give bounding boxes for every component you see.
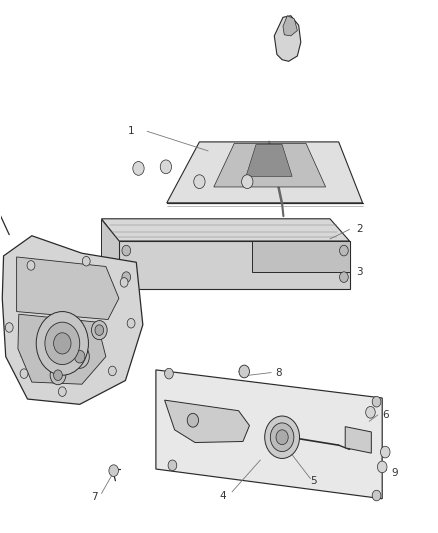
- Circle shape: [160, 160, 172, 174]
- Circle shape: [20, 369, 28, 378]
- Circle shape: [58, 387, 66, 397]
- Circle shape: [5, 322, 13, 332]
- Text: 9: 9: [391, 469, 398, 478]
- Polygon shape: [156, 370, 382, 499]
- Circle shape: [381, 446, 390, 458]
- Circle shape: [122, 245, 131, 256]
- Polygon shape: [345, 426, 371, 453]
- Circle shape: [372, 397, 381, 407]
- Circle shape: [53, 370, 62, 381]
- Polygon shape: [252, 241, 350, 272]
- Circle shape: [50, 366, 66, 385]
- Circle shape: [242, 175, 253, 189]
- Text: 2: 2: [356, 224, 363, 235]
- Circle shape: [265, 416, 300, 458]
- Circle shape: [70, 345, 89, 368]
- Circle shape: [133, 161, 144, 175]
- Polygon shape: [167, 142, 363, 203]
- Circle shape: [168, 460, 177, 471]
- Circle shape: [378, 461, 387, 473]
- Circle shape: [127, 318, 135, 328]
- Text: 5: 5: [311, 477, 317, 486]
- Circle shape: [165, 368, 173, 379]
- Text: 6: 6: [382, 410, 389, 420]
- Circle shape: [194, 175, 205, 189]
- Circle shape: [53, 333, 71, 354]
- Text: 7: 7: [91, 492, 97, 502]
- Text: 3: 3: [356, 267, 363, 277]
- Polygon shape: [165, 400, 250, 442]
- Circle shape: [239, 365, 250, 378]
- Circle shape: [109, 366, 116, 376]
- Polygon shape: [119, 241, 350, 289]
- Circle shape: [92, 320, 107, 340]
- Text: 8: 8: [276, 368, 282, 377]
- Polygon shape: [246, 144, 292, 176]
- Polygon shape: [2, 236, 143, 405]
- Circle shape: [276, 430, 288, 445]
- Circle shape: [45, 322, 80, 365]
- Circle shape: [122, 272, 131, 282]
- Circle shape: [82, 256, 90, 266]
- Circle shape: [109, 465, 118, 477]
- Circle shape: [27, 261, 35, 270]
- Circle shape: [270, 423, 294, 451]
- Circle shape: [366, 407, 375, 418]
- Polygon shape: [18, 314, 106, 384]
- Circle shape: [339, 245, 348, 256]
- Circle shape: [187, 414, 198, 427]
- Text: 1: 1: [127, 126, 134, 136]
- Circle shape: [339, 272, 348, 282]
- Polygon shape: [214, 143, 325, 187]
- Text: 4: 4: [219, 490, 226, 500]
- Polygon shape: [102, 219, 119, 288]
- Circle shape: [36, 312, 88, 375]
- Polygon shape: [283, 15, 297, 36]
- Circle shape: [372, 490, 381, 501]
- Polygon shape: [102, 219, 350, 241]
- Circle shape: [120, 278, 128, 287]
- Circle shape: [74, 350, 85, 363]
- Circle shape: [95, 325, 104, 335]
- Polygon shape: [274, 15, 301, 61]
- Polygon shape: [17, 257, 119, 319]
